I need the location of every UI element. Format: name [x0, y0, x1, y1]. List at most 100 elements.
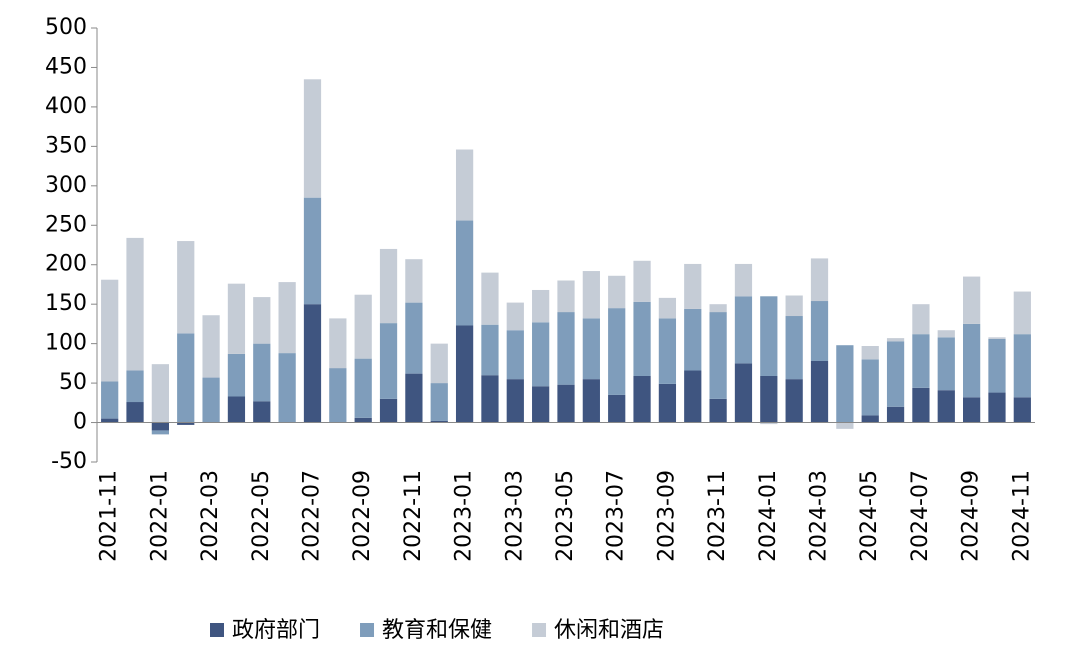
bar-segment	[532, 289, 550, 323]
bar-segment	[506, 379, 524, 423]
x-tick-label: 2024-07	[908, 470, 933, 562]
bar-segment	[303, 79, 322, 198]
bar-segment	[861, 359, 879, 416]
x-tick-label: 2023-03	[502, 470, 527, 562]
bar-segment	[658, 297, 677, 319]
bar-segment	[227, 353, 246, 397]
bar-segment	[227, 283, 246, 354]
bar-segment	[177, 422, 195, 425]
bar-segment	[379, 323, 398, 399]
bar-segment	[734, 296, 753, 364]
bar-segment	[405, 302, 423, 374]
bar-segment	[202, 315, 220, 378]
bar-segment	[532, 322, 550, 387]
bar-segment	[760, 422, 778, 425]
bar-segment	[988, 392, 1006, 423]
y-tick-label: -50	[51, 449, 87, 474]
bar-segment	[278, 282, 296, 354]
x-tick-label: 2022-09	[350, 470, 375, 562]
bar-segment	[405, 259, 423, 303]
bar-segment	[785, 379, 803, 423]
bar-segment	[557, 280, 575, 313]
bar-segment	[253, 297, 271, 344]
bar-segment	[101, 279, 119, 382]
bar-segment	[532, 386, 550, 423]
bar-segment	[506, 302, 524, 331]
bar-segment	[709, 398, 727, 423]
x-tick-label: 2022-05	[249, 470, 274, 562]
bar-segment	[481, 272, 499, 325]
bar-segment	[912, 304, 930, 335]
x-tick-label: 2022-11	[401, 470, 426, 562]
x-tick-label: 2023-09	[654, 470, 679, 562]
bar-segment	[1013, 291, 1031, 335]
bar-segment	[684, 263, 702, 309]
bar-segment	[836, 345, 854, 423]
bar-segment	[785, 316, 803, 380]
y-tick-label: 350	[45, 133, 87, 158]
bar-segment	[658, 383, 677, 423]
bar-segment	[709, 304, 727, 313]
bar-segment	[861, 415, 879, 423]
x-tick-label: 2024-09	[959, 470, 984, 562]
y-tick-label: 300	[45, 173, 87, 198]
bar-segment	[861, 346, 879, 360]
bar-segment	[253, 401, 271, 423]
bar-segment	[506, 330, 524, 380]
bar-segment	[810, 360, 829, 423]
y-tick-label: 500	[45, 15, 87, 40]
bar-segment	[303, 304, 322, 423]
bar-segment	[988, 338, 1006, 393]
x-tick-label: 2024-11	[1009, 470, 1034, 562]
bar-segment	[126, 370, 144, 403]
bar-segment	[963, 323, 981, 398]
bar-segment	[101, 418, 119, 423]
y-tick-label: 200	[45, 252, 87, 277]
bar-segment	[582, 271, 600, 319]
bar-segment	[177, 241, 195, 334]
x-tick-label: 2024-01	[756, 470, 781, 562]
bar-segment	[709, 312, 727, 399]
y-tick-label: 400	[45, 94, 87, 119]
bar-segment	[684, 308, 702, 371]
bar-segment	[608, 275, 626, 309]
y-tick-label: 250	[45, 212, 87, 237]
bar-segment	[151, 364, 169, 423]
bar-segment	[481, 324, 499, 376]
bar-segment	[354, 294, 372, 359]
bar-segment	[455, 325, 474, 423]
bar-segment	[760, 375, 778, 423]
bar-segment	[937, 330, 955, 338]
bar-segment	[481, 375, 499, 423]
bar-segment	[329, 368, 347, 423]
bar-segment	[734, 263, 753, 297]
bar-segment	[633, 260, 651, 302]
x-tick-label: 2022-01	[147, 470, 172, 562]
bar-segment	[430, 343, 448, 384]
bar-segment	[963, 276, 981, 324]
x-tick-label: 2022-07	[299, 470, 324, 562]
bar-segment	[151, 430, 169, 435]
bar-segment	[202, 377, 220, 423]
x-tick-label: 2024-05	[857, 470, 882, 562]
bar-segment	[303, 197, 322, 305]
bar-segment	[177, 333, 195, 423]
bar-segment	[455, 149, 474, 221]
bar-segment	[405, 373, 423, 423]
bar-segment	[886, 406, 905, 423]
bar-segment	[430, 420, 448, 423]
bar-segment	[937, 337, 955, 391]
bar-segment	[912, 334, 930, 388]
bar-segment	[963, 397, 981, 423]
x-tick-label: 2021-11	[97, 470, 122, 562]
bar-segment	[582, 379, 600, 423]
bar-segment	[785, 295, 803, 317]
bar-segment	[836, 422, 854, 429]
bar-segment	[557, 312, 575, 385]
bar-segment	[151, 422, 169, 431]
bar-segment	[810, 301, 829, 361]
bar-segment	[1013, 334, 1031, 398]
x-tick-label: 2022-03	[198, 470, 223, 562]
legend-swatch	[532, 623, 547, 637]
